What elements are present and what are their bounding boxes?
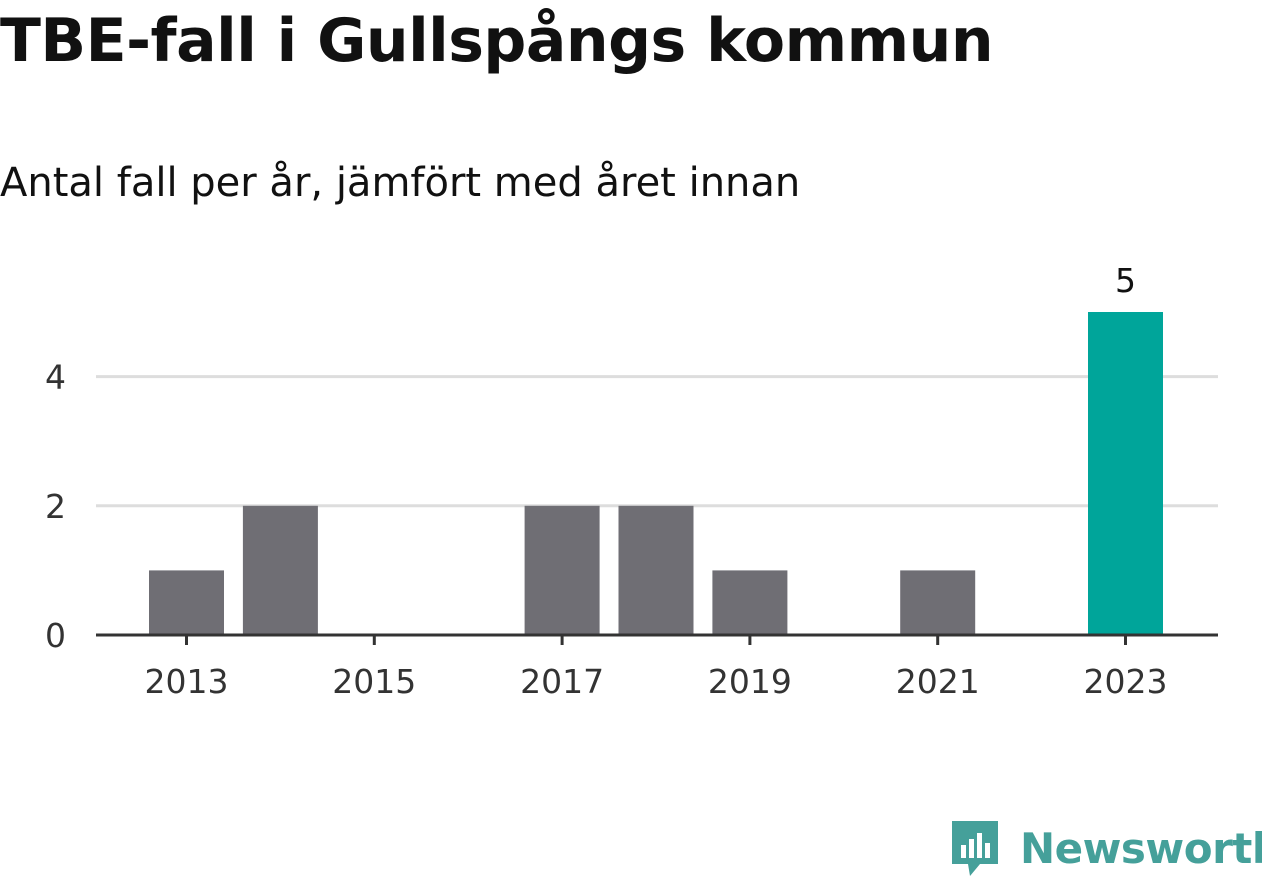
y-tick-label-4: 4 (45, 358, 66, 397)
bar-2021 (900, 570, 976, 635)
bar-2017 (524, 505, 600, 635)
bars (149, 312, 1163, 635)
x-tick-label-2015: 2015 (332, 662, 416, 701)
bar-2019 (712, 570, 788, 635)
x-tick-label-2017: 2017 (520, 662, 604, 701)
x-tick-label-2019: 2019 (708, 662, 792, 701)
x-tick-label-2021: 2021 (896, 662, 980, 701)
gridlines (96, 375, 1218, 508)
bar-2023 (1088, 312, 1163, 635)
data-labels: 5 (1115, 261, 1136, 300)
brand-logo: Newsworthy (950, 818, 1262, 878)
chart-title: TBE-fall i Gullspångs kommun (0, 6, 994, 76)
bar-2018 (618, 505, 694, 635)
bar-2013 (149, 570, 224, 635)
x-tick-label-2013: 2013 (145, 662, 229, 701)
newsworthy-logo-icon (952, 821, 998, 876)
x-tick-label-2023: 2023 (1084, 662, 1168, 701)
axes: 0 2 4 2013 2015 2017 2019 2021 2023 (45, 358, 1218, 701)
chart-subtitle: Antal fall per år, jämfört med året inna… (0, 160, 801, 206)
y-tick-label-0: 0 (45, 616, 66, 655)
y-tick-label-2: 2 (45, 487, 66, 526)
bar-2014 (242, 505, 318, 635)
brand-name: Newsworthy (1020, 823, 1262, 873)
data-label-2023: 5 (1115, 261, 1136, 300)
